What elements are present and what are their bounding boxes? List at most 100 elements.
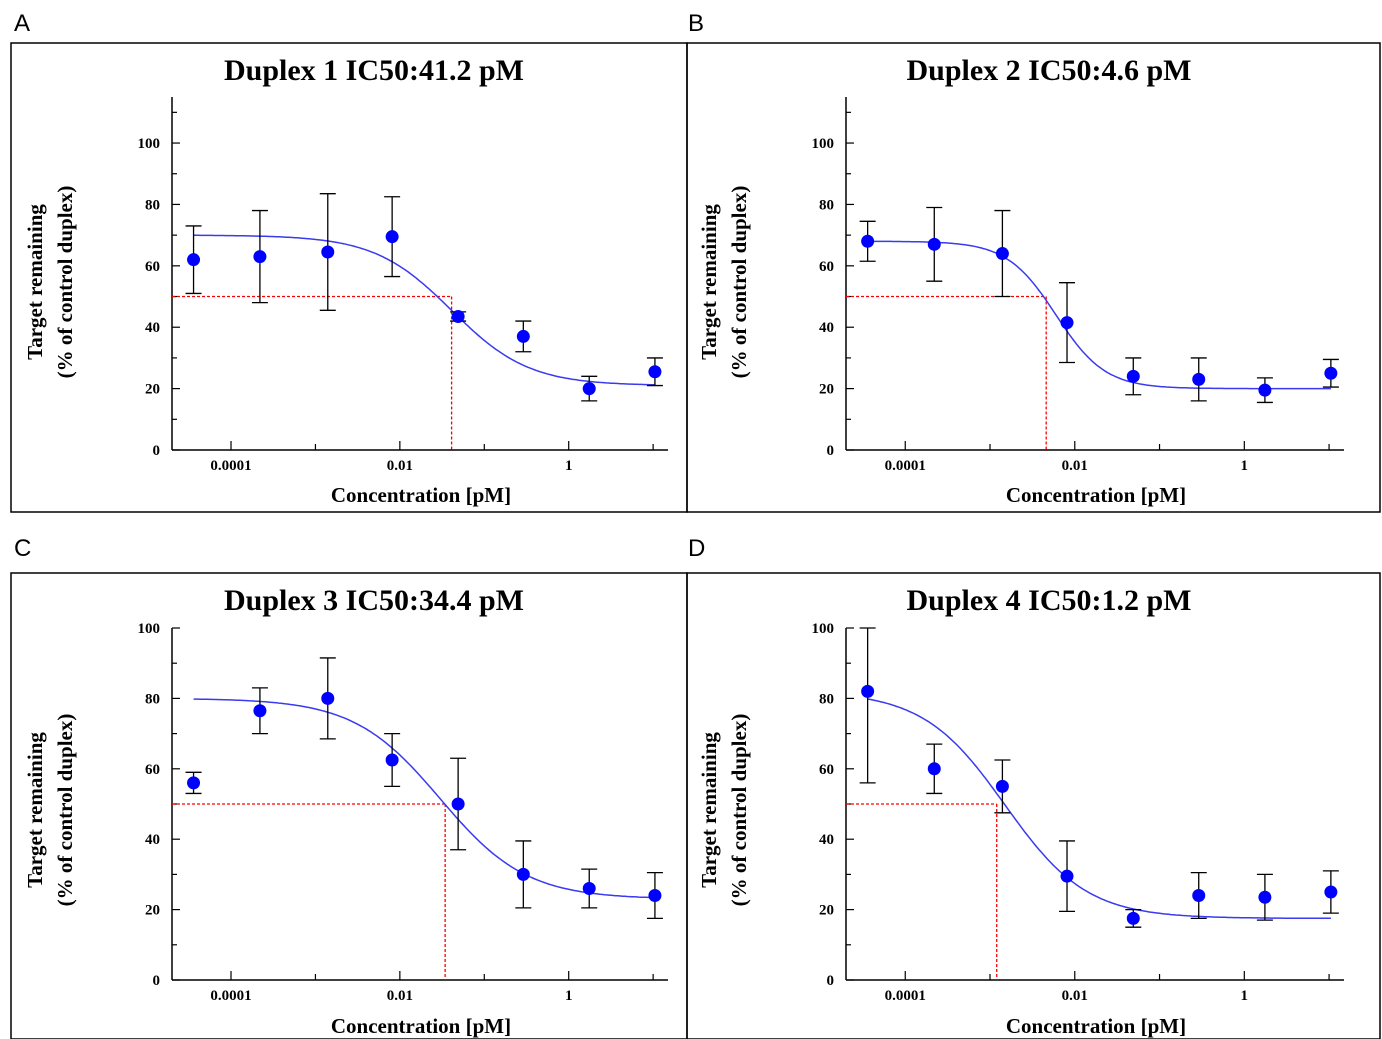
panel-frame-b — [686, 42, 1381, 513]
y-tick-label: 40 — [145, 320, 160, 336]
x-tick-label: 1 — [1241, 988, 1249, 1004]
data-point — [1324, 366, 1338, 380]
data-point — [1060, 316, 1074, 330]
chart-duplex-2: Duplex 2 IC50:4.6 pM 0 20 40 60 80 100 0.0001 0.… — [697, 54, 1344, 507]
data-point — [995, 247, 1009, 261]
x-tick-label: 0.0001 — [885, 988, 926, 1004]
data-point — [1126, 911, 1140, 925]
x-tick-label: 0.01 — [387, 458, 413, 474]
panel-letter-c: C — [14, 535, 32, 562]
y-axis-label-line2: (% of control duplex) — [727, 186, 751, 379]
y-tick-label: 60 — [819, 762, 834, 778]
fit-curve — [867, 240, 1331, 390]
y-axis-label-line1: Target remaining — [697, 204, 721, 360]
y-tick-label: 40 — [145, 832, 160, 848]
y-tick-label: 80 — [819, 197, 834, 213]
chart-title: Duplex 3 IC50:34.4 pM — [224, 584, 524, 617]
y-axis-label-line2: (% of control duplex) — [53, 186, 77, 379]
y-tick-label: 0 — [153, 443, 161, 459]
y-tick-label: 0 — [827, 973, 835, 989]
y-tick-label: 100 — [812, 136, 835, 152]
y-axis-label-line1: Target remaining — [23, 204, 47, 360]
data-point — [516, 867, 530, 881]
data-point — [451, 797, 465, 811]
y-tick-label: 0 — [153, 973, 161, 989]
data-point — [187, 776, 201, 790]
data-point — [1060, 869, 1074, 883]
panel-letter-a: A — [14, 10, 31, 37]
data-point — [927, 237, 941, 251]
x-tick-label: 1 — [565, 988, 573, 1004]
x-axis-label: Concentration [pM] — [1006, 1014, 1186, 1038]
y-tick-label: 100 — [812, 621, 835, 637]
panel-frame-c — [10, 572, 688, 1039]
x-tick-label: 0.01 — [387, 988, 413, 1004]
data-point — [648, 365, 662, 379]
data-point — [582, 881, 596, 895]
data-point — [1258, 383, 1272, 397]
y-axis-label-line1: Target remaining — [23, 732, 47, 888]
panel-frame-a — [10, 42, 688, 513]
data-point — [861, 684, 875, 698]
data-point — [321, 245, 335, 259]
panel-letter-d: D — [688, 535, 706, 562]
y-axis-label-line2: (% of control duplex) — [727, 714, 751, 907]
data-point — [385, 753, 399, 767]
y-tick-label: 80 — [145, 197, 160, 213]
x-tick-label: 0.01 — [1062, 458, 1088, 474]
y-tick-label: 60 — [145, 762, 160, 778]
y-tick-label: 100 — [138, 136, 161, 152]
x-axis-label: Concentration [pM] — [331, 483, 511, 507]
chart-duplex-3: Duplex 3 IC50:34.4 pM 0 20 40 60 80 100 0.0001 0… — [23, 584, 668, 1038]
data-point — [582, 382, 596, 396]
data-point — [861, 234, 875, 248]
y-tick-label: 20 — [819, 382, 834, 398]
data-point — [451, 309, 465, 323]
fit-curve — [867, 698, 1331, 920]
x-tick-label: 0.0001 — [210, 988, 251, 1004]
chart-duplex-4: Duplex 4 IC50:1.2 pM 0 20 40 60 80 100 0.0001 0.… — [697, 584, 1344, 1038]
data-point — [1192, 372, 1206, 386]
x-axis-label: Concentration [pM] — [1006, 483, 1186, 507]
x-tick-label: 0.01 — [1062, 988, 1088, 1004]
data-point — [648, 889, 662, 903]
chart-title: Duplex 4 IC50:1.2 pM — [906, 584, 1191, 617]
data-point — [995, 779, 1009, 793]
data-point — [253, 250, 267, 264]
data-point — [1126, 369, 1140, 383]
y-tick-label: 40 — [819, 320, 834, 336]
data-point — [516, 329, 530, 343]
x-tick-label: 1 — [1241, 458, 1249, 474]
data-point — [1192, 889, 1206, 903]
panel-letter-b: B — [688, 10, 705, 37]
x-tick-label: 0.0001 — [885, 458, 926, 474]
data-point — [321, 691, 335, 705]
x-axis-label: Concentration [pM] — [331, 1014, 511, 1038]
chart-duplex-1: Duplex 1 IC50:41.2 pM 0 20 40 60 80 100 0.0001 0… — [23, 54, 668, 507]
y-tick-label: 40 — [819, 832, 834, 848]
y-axis-label-line2: (% of control duplex) — [53, 714, 77, 907]
x-tick-label: 0.0001 — [210, 458, 251, 474]
y-tick-label: 20 — [145, 382, 160, 398]
y-tick-label: 60 — [819, 259, 834, 275]
x-tick-label: 1 — [565, 458, 573, 474]
data-point — [1258, 890, 1272, 904]
panel-frame-d — [686, 572, 1381, 1039]
data-point — [1324, 885, 1338, 899]
y-tick-label: 0 — [827, 443, 835, 459]
y-axis-label-line1: Target remaining — [697, 732, 721, 888]
data-point — [253, 704, 267, 718]
chart-title: Duplex 2 IC50:4.6 pM — [906, 54, 1191, 87]
chart-title: Duplex 1 IC50:41.2 pM — [224, 54, 524, 87]
y-tick-label: 80 — [145, 691, 160, 707]
fit-curve — [193, 234, 655, 386]
y-tick-label: 80 — [819, 691, 834, 707]
y-tick-label: 20 — [819, 903, 834, 919]
y-tick-label: 60 — [145, 259, 160, 275]
data-point — [385, 230, 399, 244]
fit-curve — [193, 698, 655, 899]
data-point — [187, 253, 201, 267]
y-tick-label: 20 — [145, 903, 160, 919]
data-point — [927, 762, 941, 776]
